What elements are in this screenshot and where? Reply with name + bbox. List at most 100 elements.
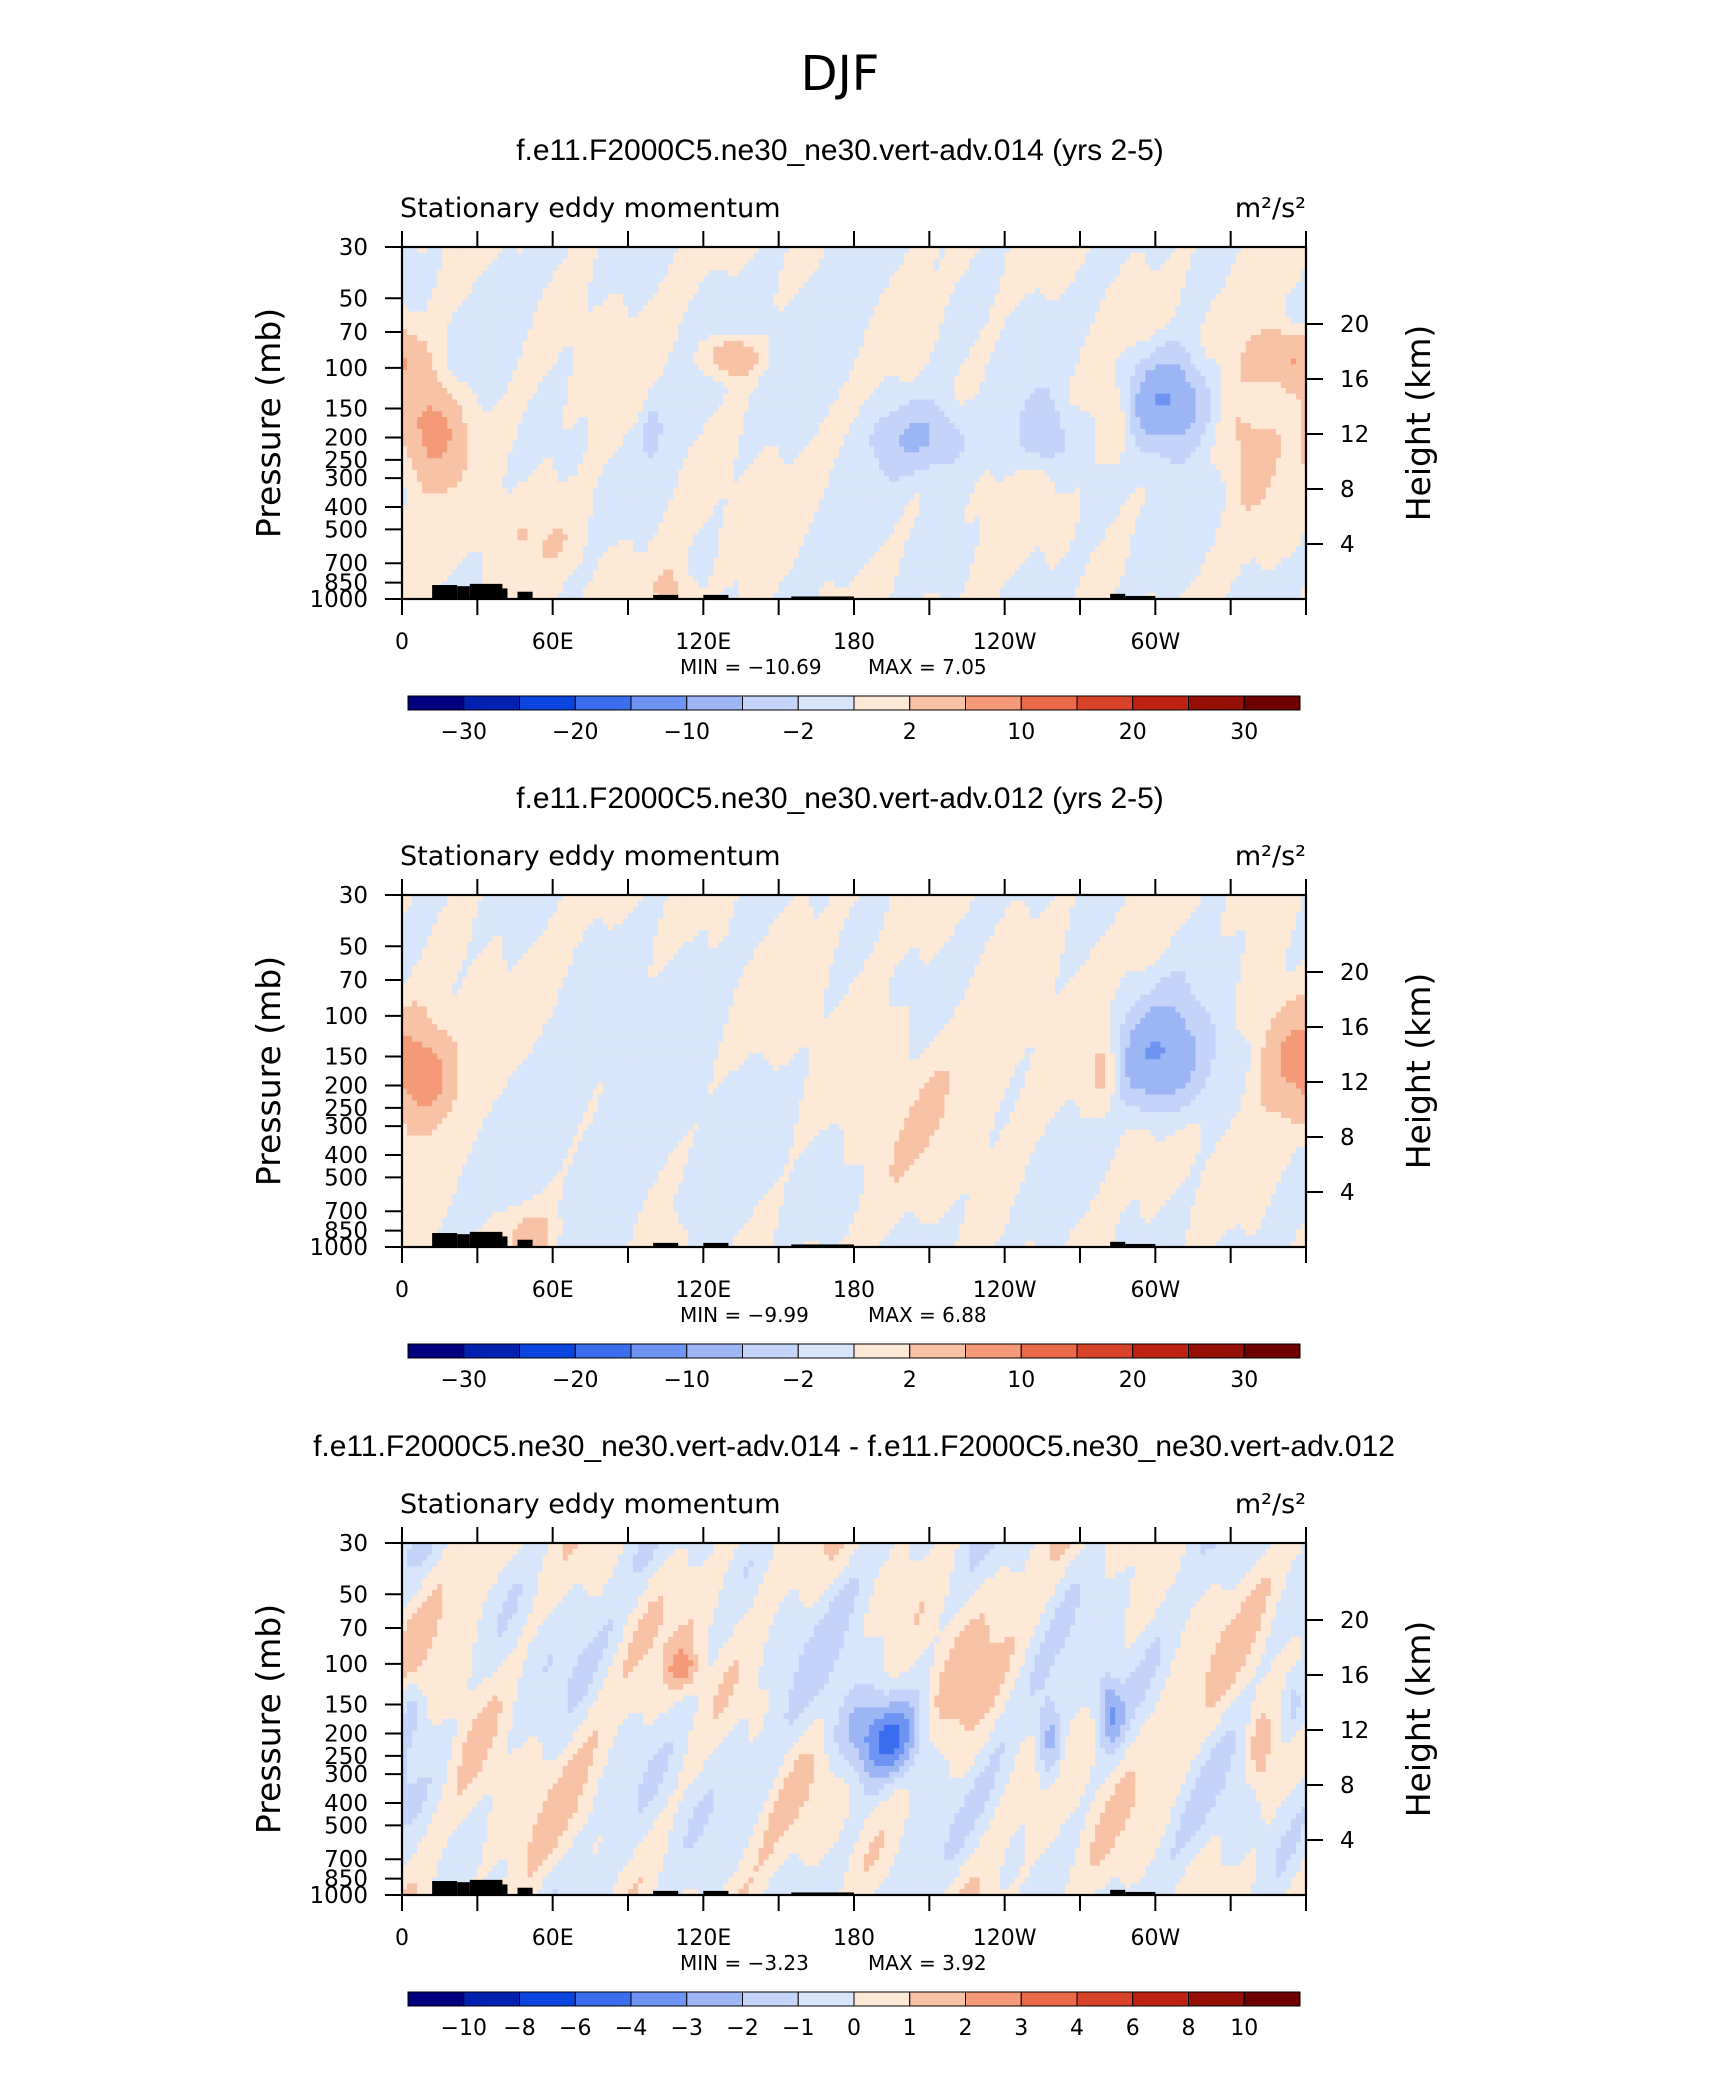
field-cell (1065, 306, 1071, 312)
field-cell (638, 282, 644, 288)
field-cell (1180, 288, 1186, 294)
field-cell (1221, 306, 1227, 312)
field-cell (512, 282, 518, 288)
field-cell (1100, 265, 1106, 271)
field-cell (1296, 253, 1302, 259)
field-cell (1085, 288, 1091, 294)
field-cell (668, 276, 674, 282)
field-cell (1085, 306, 1091, 312)
field-cell (467, 265, 473, 271)
field-cell (588, 265, 594, 271)
field-cell (653, 288, 659, 294)
field-cell (487, 282, 493, 288)
field-cell (518, 306, 524, 312)
field-cell (718, 270, 724, 276)
field-cell (643, 288, 649, 294)
field-cell (1206, 270, 1212, 276)
field-cell (995, 259, 1001, 265)
field-cell (1005, 259, 1011, 265)
field-cell (1000, 253, 1006, 259)
field-cell (1226, 253, 1232, 259)
field-cell (1005, 282, 1011, 288)
field-cell (658, 300, 664, 306)
field-cell (588, 294, 594, 300)
field-cell (814, 276, 820, 282)
field-cell (784, 306, 790, 312)
field-cell (688, 306, 694, 312)
field-cell (608, 282, 614, 288)
field-cell (417, 270, 423, 276)
field-cell (457, 270, 463, 276)
field-cell (1015, 265, 1021, 271)
field-cell (894, 300, 900, 306)
field-cell (603, 300, 609, 306)
field-cell (618, 294, 624, 300)
field-cell (1095, 259, 1101, 265)
field-cell (764, 288, 770, 294)
field-cell (683, 300, 689, 306)
field-cell (518, 276, 524, 282)
field-cell (1231, 276, 1237, 282)
field-cell (854, 306, 860, 312)
field-cell (442, 306, 448, 312)
field-cell (623, 300, 629, 306)
field-cell (583, 282, 589, 288)
field-cell (1246, 282, 1252, 288)
field-cell (939, 259, 945, 265)
field-cell (492, 253, 498, 259)
field-cell (1095, 288, 1101, 294)
field-cell (1155, 265, 1161, 271)
field-cell (1236, 265, 1242, 271)
field-cell (573, 294, 579, 300)
field-cell (1120, 259, 1126, 265)
field-cell (633, 265, 639, 271)
field-cell (754, 259, 760, 265)
field-cell (1261, 306, 1267, 312)
field-cell (754, 306, 760, 312)
field-cell (422, 300, 428, 306)
field-cell (723, 306, 729, 312)
field-cell (407, 282, 413, 288)
field-cell (1070, 306, 1076, 312)
field-cell (759, 300, 765, 306)
field-cell (1015, 306, 1021, 312)
field-cell (1286, 300, 1292, 306)
field-cell (638, 300, 644, 306)
field-cell (668, 288, 674, 294)
field-cell (814, 253, 820, 259)
field-cell (1040, 300, 1046, 306)
field-cell (749, 288, 755, 294)
field-cell (849, 294, 855, 300)
field-cell (628, 282, 634, 288)
field-cell (497, 253, 503, 259)
field-cell (718, 259, 724, 265)
field-cell (869, 294, 875, 300)
field-cell (432, 282, 438, 288)
field-cell (1050, 276, 1056, 282)
field-cell (1060, 265, 1066, 271)
field-cell (1005, 276, 1011, 282)
field-cell (568, 294, 574, 300)
field-cell (1251, 270, 1257, 276)
field-cell (1025, 265, 1031, 271)
field-cell (1165, 282, 1171, 288)
field-cell (1276, 288, 1282, 294)
field-cell (874, 306, 880, 312)
field-cell (1286, 288, 1292, 294)
field-cell (1266, 265, 1272, 271)
field-cell (1055, 294, 1061, 300)
field-cell (1010, 270, 1016, 276)
field-cell (663, 288, 669, 294)
field-cell (784, 270, 790, 276)
field-cell (1185, 306, 1191, 312)
field-cell (643, 253, 649, 259)
field-cell (1216, 306, 1222, 312)
field-cell (874, 259, 880, 265)
field-cell (1196, 276, 1202, 282)
field-cell (1110, 276, 1116, 282)
field-cell (934, 294, 940, 300)
field-cell (949, 259, 955, 265)
field-cell (578, 294, 584, 300)
field-cell (1231, 294, 1237, 300)
field-cell (774, 259, 780, 265)
